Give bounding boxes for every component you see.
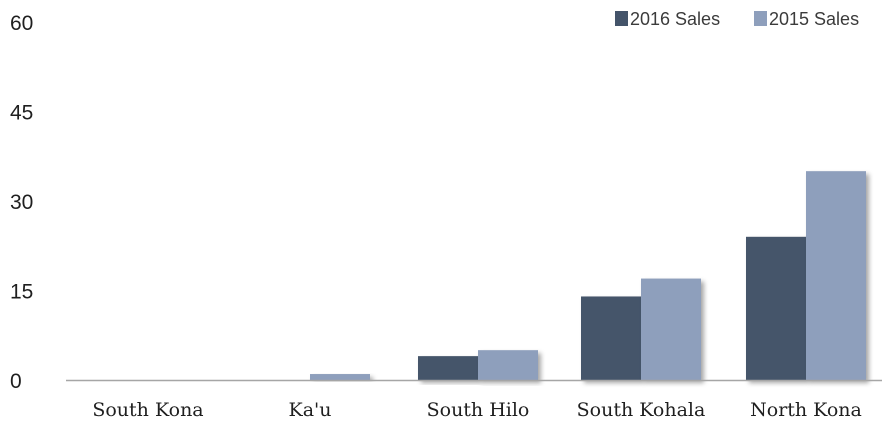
y-tick-label: 60: [10, 12, 33, 35]
x-category-label: South Kona: [92, 399, 203, 421]
y-tick-label: 15: [10, 281, 33, 304]
y-tick-label: 45: [10, 102, 33, 125]
bar: [806, 171, 866, 380]
bars-group: [310, 171, 866, 380]
legend: 2016 Sales 2015 Sales: [615, 9, 859, 29]
bar: [310, 374, 370, 380]
legend-swatch-2016: [615, 11, 628, 26]
legend-label-2015: 2015 Sales: [769, 9, 859, 29]
x-category-label: North Kona: [750, 399, 862, 421]
y-tick-label: 30: [10, 191, 33, 214]
x-category-label: Ka'u: [289, 399, 332, 421]
bar: [641, 278, 701, 380]
legend-swatch-2015: [754, 11, 767, 26]
y-axis-tick-labels: 0 15 30 45 60: [10, 12, 33, 393]
x-axis-category-labels: South Kona Ka'u South Hilo South Kohala Nort…: [92, 399, 862, 421]
bar: [418, 356, 478, 380]
bar: [746, 236, 806, 380]
bar: [478, 350, 538, 380]
x-category-label: South Hilo: [427, 399, 530, 421]
x-category-label: South Kohala: [577, 399, 706, 421]
bar: [581, 296, 641, 380]
y-tick-label: 0: [10, 370, 22, 393]
legend-label-2016: 2016 Sales: [630, 9, 720, 29]
